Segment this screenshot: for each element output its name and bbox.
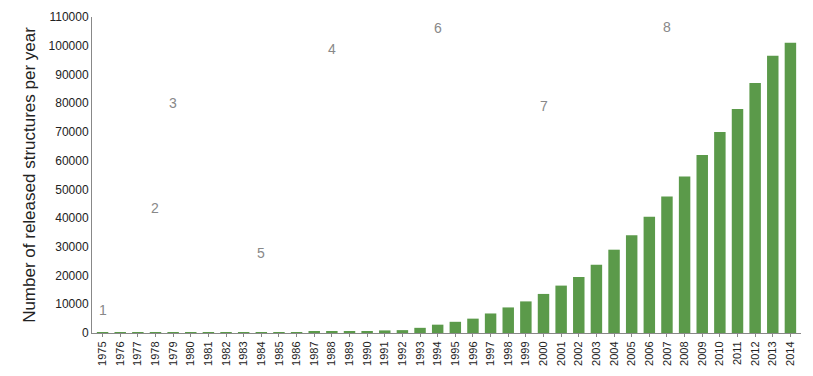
svg-text:2002: 2002 (572, 341, 584, 365)
svg-text:2014: 2014 (784, 341, 796, 365)
svg-text:2011: 2011 (731, 341, 743, 365)
svg-text:30000: 30000 (55, 240, 89, 254)
svg-text:1996: 1996 (467, 341, 479, 365)
svg-text:1986: 1986 (290, 341, 302, 365)
svg-text:70000: 70000 (55, 125, 89, 139)
svg-text:1997: 1997 (484, 341, 496, 365)
svg-text:7: 7 (540, 98, 548, 114)
svg-text:Number of released structures: Number of released structures per year (20, 27, 39, 323)
svg-text:1983: 1983 (237, 341, 249, 365)
svg-text:1998: 1998 (502, 341, 514, 365)
svg-text:1: 1 (99, 302, 107, 318)
svg-text:80000: 80000 (55, 96, 89, 110)
svg-text:100000: 100000 (49, 39, 89, 53)
svg-text:5: 5 (257, 245, 265, 261)
svg-text:1991: 1991 (378, 341, 390, 365)
svg-text:1982: 1982 (220, 341, 232, 365)
svg-text:1977: 1977 (131, 341, 143, 365)
svg-text:1980: 1980 (184, 341, 196, 365)
svg-text:1978: 1978 (149, 341, 161, 365)
svg-text:2009: 2009 (696, 341, 708, 365)
svg-text:2006: 2006 (643, 341, 655, 365)
svg-text:0: 0 (82, 326, 89, 340)
svg-text:1985: 1985 (273, 341, 285, 365)
svg-text:50000: 50000 (55, 183, 89, 197)
svg-text:1981: 1981 (202, 341, 214, 365)
svg-text:1999: 1999 (519, 341, 531, 365)
svg-text:2010: 2010 (713, 341, 725, 365)
svg-text:2004: 2004 (608, 341, 620, 365)
svg-text:2003: 2003 (590, 341, 602, 365)
svg-text:1995: 1995 (449, 341, 461, 365)
svg-text:2005: 2005 (625, 341, 637, 365)
svg-text:1994: 1994 (431, 341, 443, 365)
svg-text:1975: 1975 (96, 341, 108, 365)
svg-text:1990: 1990 (361, 341, 373, 365)
svg-text:1989: 1989 (343, 341, 355, 365)
svg-text:6: 6 (434, 20, 442, 36)
svg-text:110000: 110000 (49, 10, 88, 24)
svg-text:2012: 2012 (749, 341, 761, 365)
svg-text:1984: 1984 (255, 341, 267, 365)
svg-text:2013: 2013 (766, 341, 778, 365)
svg-text:1993: 1993 (414, 341, 426, 365)
svg-text:90000: 90000 (55, 68, 89, 82)
svg-text:1992: 1992 (396, 341, 408, 365)
svg-text:4: 4 (328, 41, 336, 57)
svg-text:40000: 40000 (55, 211, 89, 225)
svg-text:1976: 1976 (114, 341, 126, 365)
svg-text:60000: 60000 (55, 154, 89, 168)
svg-text:8: 8 (663, 19, 671, 35)
svg-text:1979: 1979 (167, 341, 179, 365)
svg-text:1988: 1988 (325, 341, 337, 365)
svg-text:20000: 20000 (55, 269, 89, 283)
svg-text:10000: 10000 (55, 297, 89, 311)
svg-text:2007: 2007 (661, 341, 673, 365)
svg-text:3: 3 (169, 95, 177, 111)
svg-text:2001: 2001 (555, 341, 567, 365)
svg-text:1987: 1987 (308, 341, 320, 365)
svg-text:2000: 2000 (537, 341, 549, 365)
svg-text:2008: 2008 (678, 341, 690, 365)
svg-text:2: 2 (151, 200, 159, 216)
